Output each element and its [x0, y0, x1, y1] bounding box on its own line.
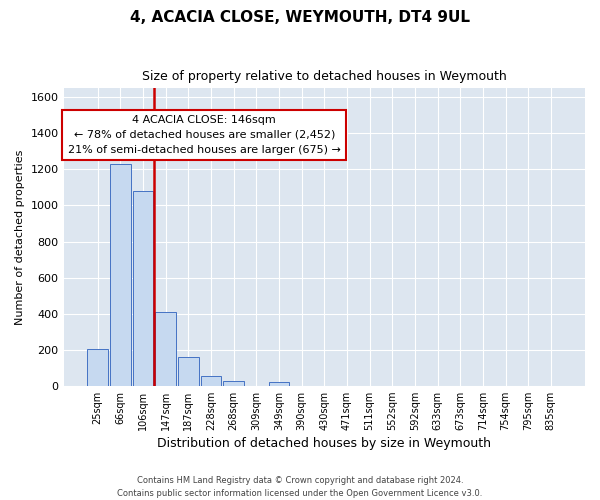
- Bar: [178, 357, 199, 386]
- Bar: [200, 376, 221, 386]
- X-axis label: Distribution of detached houses by size in Weymouth: Distribution of detached houses by size …: [157, 437, 491, 450]
- Bar: [110, 164, 131, 386]
- Y-axis label: Number of detached properties: Number of detached properties: [15, 150, 25, 324]
- Text: 4 ACACIA CLOSE: 146sqm
← 78% of detached houses are smaller (2,452)
21% of semi-: 4 ACACIA CLOSE: 146sqm ← 78% of detached…: [68, 115, 341, 154]
- Bar: [269, 382, 289, 386]
- Bar: [155, 312, 176, 386]
- Text: 4, ACACIA CLOSE, WEYMOUTH, DT4 9UL: 4, ACACIA CLOSE, WEYMOUTH, DT4 9UL: [130, 10, 470, 25]
- Bar: [87, 348, 108, 386]
- Title: Size of property relative to detached houses in Weymouth: Size of property relative to detached ho…: [142, 70, 506, 83]
- Text: Contains HM Land Registry data © Crown copyright and database right 2024.
Contai: Contains HM Land Registry data © Crown c…: [118, 476, 482, 498]
- Bar: [223, 381, 244, 386]
- Bar: [133, 191, 154, 386]
